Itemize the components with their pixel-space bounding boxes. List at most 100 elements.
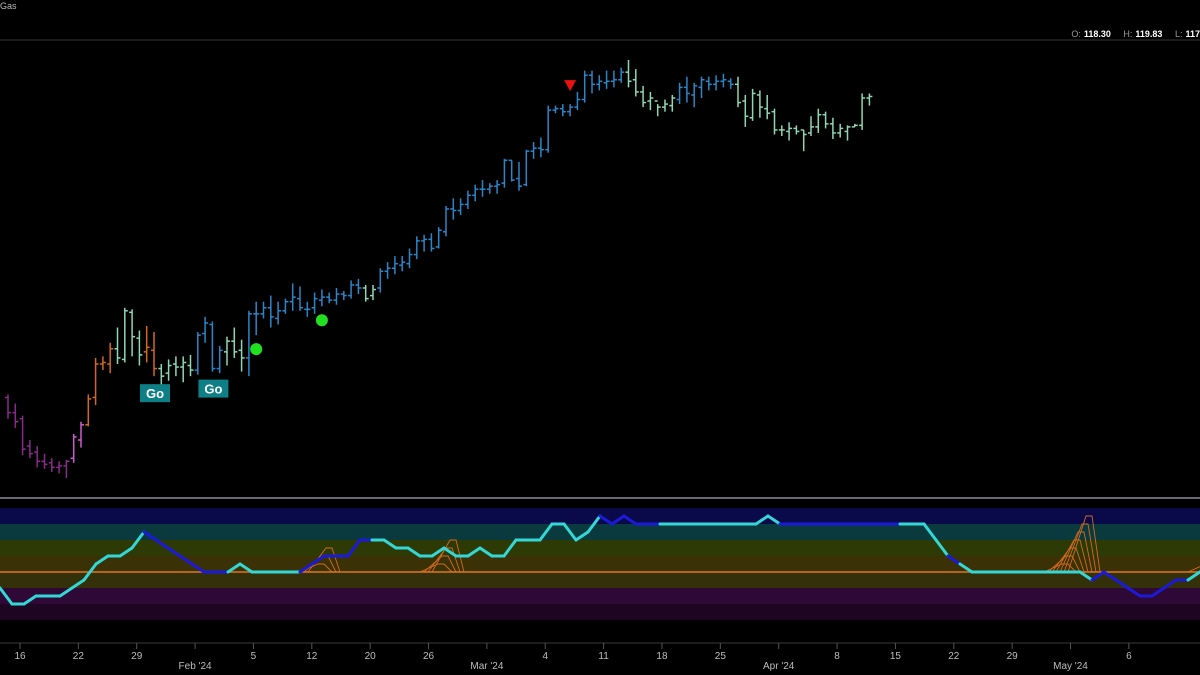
price-bar [297,286,303,311]
price-bar [567,104,574,117]
price-bar [610,70,617,88]
down-arrow-marker [564,80,577,92]
oscillator-segment [346,538,362,558]
price-bar [267,295,274,328]
price-bar [5,394,11,419]
chart-title: Gas [0,1,17,11]
price-bar [19,415,26,456]
price-bar [114,327,121,364]
oscillator-band [0,572,1200,588]
oscillator-segment [190,562,206,574]
price-bar [202,316,209,343]
oscillator-segment [178,554,194,566]
price-bar [450,198,457,220]
price-bar [282,298,289,314]
price-bar [187,354,194,377]
oscillator-segment [754,514,770,526]
oscillator-segment [958,562,974,574]
price-bar [472,184,479,202]
x-tick-label: Apr '24 [763,661,795,672]
price-bar [245,310,252,377]
price-bar [501,158,508,188]
price-bar [756,90,763,118]
x-axis: 16 22 29 Feb '24 5 12 20 26 Mar '24 4 11 18 25 Apr '2… [0,642,1200,672]
price-bar [523,149,530,187]
oscillator-segment [382,538,398,550]
oscillator-segment [442,546,458,558]
price-bar [326,292,333,304]
oscillator-segment [22,594,38,606]
oscillator-segment [478,546,494,558]
oscillator-segment [226,562,242,574]
oscillator-segment [58,586,74,598]
price-bar [742,94,749,127]
oscillator-band [0,524,1200,540]
price-bar [370,284,376,301]
price-bar [771,108,778,135]
price-bar [275,301,282,325]
oscillator-segment [1090,570,1106,582]
x-tick-label: 26 [423,651,435,662]
oscillator-band [0,604,1200,620]
price-bar [435,227,442,249]
price-bar [603,70,610,89]
high-label: H: [1123,29,1133,39]
price-bar [56,461,63,474]
price-bar [464,190,471,209]
price-bar [304,301,311,317]
oscillator-segment [406,546,422,558]
oscillator-segment [238,562,254,574]
price-bar [224,336,230,366]
price-bar [574,91,581,111]
price-bar [238,339,245,372]
price-bar [136,330,143,366]
oscillator-fan [1187,566,1200,573]
price-bar [391,256,398,275]
price-bar [384,262,391,279]
x-tick-label: 11 [598,651,609,662]
x-tick-label: 5 [251,651,257,662]
price-bar [362,284,369,302]
oscillator-segment [598,514,614,526]
price-bar [340,291,347,301]
go-badge: Go [140,384,170,403]
price-bar [318,289,325,307]
price-bar [406,248,413,269]
price-bar [537,137,544,158]
price-bar [676,82,683,105]
price-bar [778,125,785,136]
price-bar [669,94,676,112]
x-tick-label: 22 [73,651,85,662]
price-bar [78,421,84,448]
price-bar [377,268,384,293]
x-tick-label: 6 [1126,651,1132,662]
price-bar [194,332,201,375]
oscillator-segment [130,530,146,550]
oscillator-segment [82,562,98,582]
price-bar [399,256,406,272]
price-bar [70,433,77,463]
price-bar [486,183,493,194]
price-bar [589,70,595,94]
price-bar [348,280,355,299]
x-tick-label: May '24 [1053,661,1088,672]
price-bar [260,301,267,319]
price-bar [41,453,48,469]
price-bar [12,403,19,428]
price-bar [129,309,136,357]
price-bar [545,105,552,153]
x-tick-label: 22 [948,651,960,662]
price-bar [632,69,639,97]
oscillator-segment [70,578,86,590]
price-bar [231,327,238,358]
price-bar [172,356,179,377]
annotation-layer: Go Go [140,80,577,403]
x-tick-label: Feb '24 [179,661,212,672]
x-tick-label: 16 [14,651,26,662]
x-tick-label: 20 [365,651,377,662]
price-bar [494,180,501,194]
oscillator-segment [1150,586,1166,598]
price-bar [793,125,800,135]
price-bar [837,123,844,138]
